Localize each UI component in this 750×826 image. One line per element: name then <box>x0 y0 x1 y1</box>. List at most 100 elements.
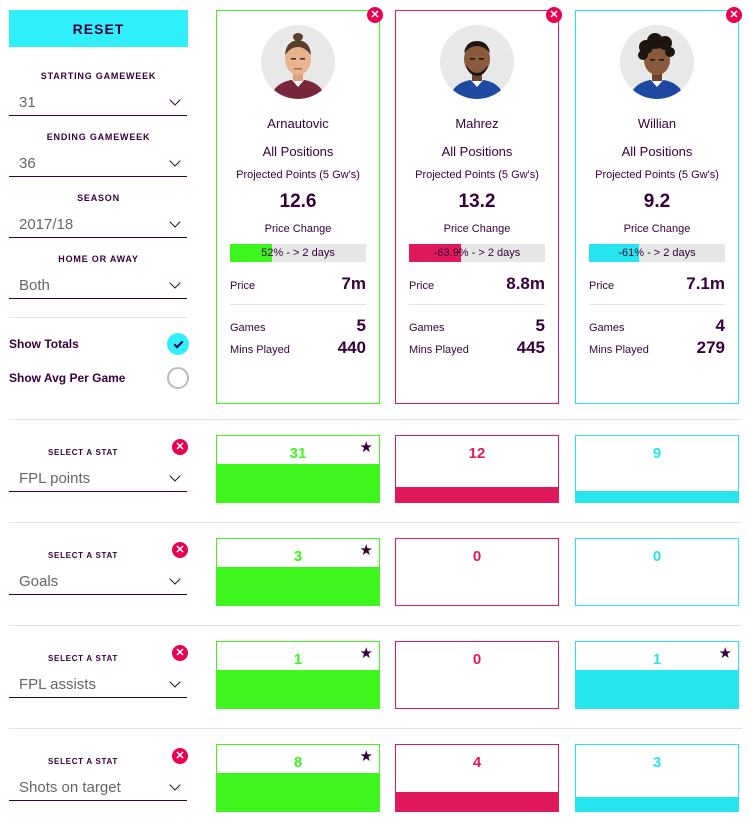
ending-gameweek-select[interactable]: 36 <box>9 151 187 177</box>
remove-stat-button[interactable]: ✕ <box>172 748 188 764</box>
show-avg-checkbox[interactable] <box>167 367 189 389</box>
stat-cell: 9 ★ <box>575 435 739 503</box>
check-icon <box>173 338 183 348</box>
price-change-label: Price Change <box>443 223 511 235</box>
home-away-label: HOME OR AWAY <box>58 254 139 264</box>
projected-points-label: Projected Points (5 Gw's) <box>415 169 539 181</box>
player-avatar <box>620 25 694 99</box>
stat-value: 31 <box>289 445 307 462</box>
player-avatar <box>261 25 335 99</box>
divider <box>409 304 545 305</box>
player-position: All Positions <box>441 144 513 159</box>
stat-value: 4 <box>472 754 482 771</box>
stat-bar-fill <box>217 670 379 708</box>
stat-cell: 31 ★ <box>216 435 380 503</box>
price-change-text: 52% - > 2 days <box>261 247 335 259</box>
close-icon[interactable]: ✕ <box>172 645 188 661</box>
stat-bar-fill <box>217 773 379 811</box>
stat-select[interactable]: Shots on target <box>9 775 187 801</box>
player-avatar <box>440 25 514 99</box>
remove-player-button[interactable]: ✕ <box>367 7 383 23</box>
stat-value: 8 <box>293 754 303 771</box>
close-icon[interactable]: ✕ <box>172 748 188 764</box>
show-totals-row[interactable]: Show Totals <box>9 333 189 355</box>
close-icon[interactable]: ✕ <box>367 7 383 23</box>
stat-bar-fill <box>217 464 379 502</box>
price-change-fill <box>589 244 639 262</box>
starting-gameweek-select[interactable]: 31 <box>9 90 187 116</box>
season-label: SEASON <box>77 193 120 203</box>
projected-points-value: 9.2 <box>643 191 671 212</box>
stat-select-value: Shots on target <box>19 779 121 796</box>
stat-bar-fill <box>576 490 738 502</box>
home-away-select[interactable]: Both <box>9 273 187 299</box>
price-change-fill <box>230 244 273 262</box>
stat-select[interactable]: FPL points <box>9 466 187 492</box>
price-change-bar: 52% - > 2 days <box>230 244 366 262</box>
price-change-text: -63.9% - > 2 days <box>433 247 521 259</box>
games-label: Games <box>409 322 445 334</box>
projected-points-value: 12.6 <box>279 191 317 212</box>
remove-stat-button[interactable]: ✕ <box>172 645 188 661</box>
stat-cell: 8 ★ <box>216 744 380 812</box>
show-avg-row[interactable]: Show Avg Per Game <box>9 367 189 389</box>
mins-value: 445 <box>516 338 545 357</box>
stat-bar-fill <box>396 487 558 502</box>
remove-stat-button[interactable]: ✕ <box>172 439 188 455</box>
mins-row: Mins Played 445 <box>409 338 545 358</box>
stat-select[interactable]: Goals <box>9 569 187 595</box>
projected-points-value: 13.2 <box>458 191 496 212</box>
chevron-down-icon <box>169 470 181 482</box>
close-icon[interactable]: ✕ <box>172 542 188 558</box>
player-name: Arnautovic <box>267 116 329 131</box>
stat-select[interactable]: FPL assists <box>9 672 187 698</box>
season-value: 2017/18 <box>19 216 74 233</box>
price-row: Price 7.1m <box>589 274 725 294</box>
chevron-down-icon <box>169 94 181 106</box>
projected-points-label: Projected Points (5 Gw's) <box>595 169 719 181</box>
divider <box>230 304 366 305</box>
mins-row: Mins Played 279 <box>589 338 725 358</box>
stat-value: 1 <box>293 651 303 668</box>
price-change-fill <box>409 244 462 262</box>
player-card-mahrez: ✕ Mahrez All Positions Projected Points … <box>395 7 562 404</box>
show-totals-label: Show Totals <box>9 337 79 351</box>
star-icon: ★ <box>359 748 373 765</box>
player-position: All Positions <box>621 144 693 159</box>
player-card-arnautovic: ✕ Arnautovic All Positions Projected Poi… <box>216 7 383 404</box>
mins-label: Mins Played <box>589 344 649 356</box>
player-card-willian: ✕ Willian All Positions Projected Points… <box>575 7 742 404</box>
star-icon: ★ <box>359 542 373 559</box>
games-row: Games 5 <box>409 316 545 336</box>
season-select[interactable]: 2017/18 <box>9 212 187 238</box>
close-icon[interactable]: ✕ <box>172 439 188 455</box>
stat-select-value: FPL points <box>19 470 91 487</box>
stat-value: 9 <box>652 445 662 462</box>
price-change-text: -61% - > 2 days <box>618 247 696 259</box>
close-icon[interactable]: ✕ <box>546 7 562 23</box>
close-icon[interactable]: ✕ <box>726 7 742 23</box>
price-label: Price <box>589 280 615 292</box>
stat-cell: 1 ★ <box>216 641 380 709</box>
stat-cell: 0 ★ <box>395 641 559 709</box>
chevron-down-icon <box>169 155 181 167</box>
stat-cell: 0 ★ <box>575 538 739 606</box>
player-name: Willian <box>637 116 677 131</box>
remove-player-button[interactable]: ✕ <box>726 7 742 23</box>
stat-select-value: FPL assists <box>19 676 96 693</box>
show-totals-checkbox[interactable] <box>167 333 189 355</box>
mins-row: Mins Played 440 <box>230 338 366 358</box>
price-label: Price <box>409 280 435 292</box>
reset-button[interactable]: RESET <box>9 10 188 47</box>
stat-cell: 1 ★ <box>575 641 739 709</box>
stat-bar-fill <box>576 796 738 811</box>
games-value: 5 <box>356 316 366 335</box>
select-stat-label: SELECT A STAT <box>48 551 118 560</box>
remove-stat-button[interactable]: ✕ <box>172 542 188 558</box>
price-value: 7m <box>341 274 366 293</box>
remove-player-button[interactable]: ✕ <box>546 7 562 23</box>
stat-value: 3 <box>293 548 303 565</box>
projected-points-label: Projected Points (5 Gw's) <box>236 169 360 181</box>
chevron-down-icon <box>169 277 181 289</box>
games-label: Games <box>589 322 625 334</box>
